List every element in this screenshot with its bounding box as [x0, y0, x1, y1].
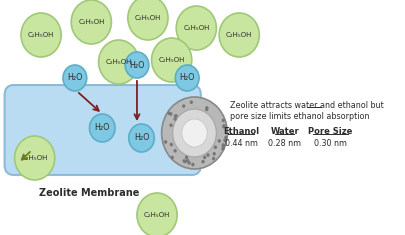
Circle shape [214, 145, 217, 149]
Circle shape [183, 160, 187, 163]
Circle shape [167, 111, 171, 115]
Circle shape [129, 124, 154, 152]
Circle shape [128, 0, 168, 40]
Circle shape [221, 147, 224, 151]
Text: H₂O: H₂O [67, 74, 83, 82]
Text: C₂H₅OH: C₂H₅OH [183, 25, 209, 31]
Circle shape [205, 108, 209, 111]
Circle shape [151, 38, 192, 82]
Circle shape [190, 100, 193, 104]
Text: pore size limits ethanol absorption: pore size limits ethanol absorption [230, 111, 370, 121]
Text: C₂H₅OH: C₂H₅OH [135, 15, 161, 21]
Circle shape [175, 65, 199, 91]
Text: C₂H₅OH: C₂H₅OH [106, 59, 132, 65]
Text: Ethanol: Ethanol [223, 126, 259, 136]
Circle shape [90, 114, 115, 142]
Circle shape [63, 65, 87, 91]
Circle shape [217, 139, 221, 143]
Circle shape [182, 104, 185, 108]
Circle shape [99, 40, 139, 84]
Circle shape [185, 156, 188, 159]
Circle shape [222, 145, 225, 149]
Text: Zeolite attracts water and ethanol but: Zeolite attracts water and ethanol but [230, 101, 384, 110]
Circle shape [222, 143, 225, 147]
Circle shape [201, 160, 205, 164]
Circle shape [174, 114, 177, 118]
Text: C₂H₅OH: C₂H₅OH [144, 212, 170, 218]
Circle shape [203, 156, 206, 159]
Text: Water: Water [271, 126, 299, 136]
Text: C₂H₅OH: C₂H₅OH [158, 57, 185, 63]
Circle shape [162, 97, 227, 169]
Text: 0.44 nm: 0.44 nm [224, 138, 258, 148]
Circle shape [173, 109, 216, 157]
Circle shape [186, 159, 189, 162]
Circle shape [188, 161, 191, 165]
Text: C₂H₅OH: C₂H₅OH [78, 19, 104, 25]
Text: H₂O: H₂O [129, 60, 145, 70]
Circle shape [212, 157, 215, 160]
Text: H₂O: H₂O [94, 124, 110, 133]
Text: Pore Size: Pore Size [308, 126, 353, 136]
Circle shape [182, 119, 207, 147]
Text: H₂O: H₂O [179, 74, 195, 82]
Text: 0.28 nm: 0.28 nm [269, 138, 301, 148]
Circle shape [125, 52, 149, 78]
Circle shape [191, 163, 194, 166]
Text: C₂H₅OH: C₂H₅OH [21, 155, 48, 161]
Text: C₂H₅OH: C₂H₅OH [226, 32, 252, 38]
Circle shape [164, 140, 167, 144]
Circle shape [182, 159, 186, 163]
Circle shape [222, 125, 226, 129]
Circle shape [224, 136, 228, 139]
Circle shape [71, 0, 111, 44]
Circle shape [173, 117, 177, 121]
Circle shape [223, 138, 226, 142]
Circle shape [205, 106, 209, 110]
Circle shape [169, 112, 173, 116]
Circle shape [176, 6, 216, 50]
Circle shape [21, 13, 61, 57]
Circle shape [213, 152, 216, 156]
Circle shape [222, 119, 225, 122]
Text: C₂H₅OH: C₂H₅OH [28, 32, 54, 38]
Circle shape [207, 153, 210, 157]
Text: 0.30 nm: 0.30 nm [314, 138, 347, 148]
Text: Zeolite Membrane: Zeolite Membrane [39, 188, 140, 198]
Circle shape [219, 13, 259, 57]
Circle shape [222, 124, 226, 128]
Circle shape [175, 114, 178, 118]
Text: H₂O: H₂O [134, 133, 149, 142]
Circle shape [137, 193, 177, 235]
Circle shape [170, 143, 173, 146]
Circle shape [15, 136, 55, 180]
Circle shape [171, 156, 174, 159]
Circle shape [173, 149, 177, 153]
Circle shape [169, 123, 173, 127]
FancyBboxPatch shape [4, 85, 201, 175]
